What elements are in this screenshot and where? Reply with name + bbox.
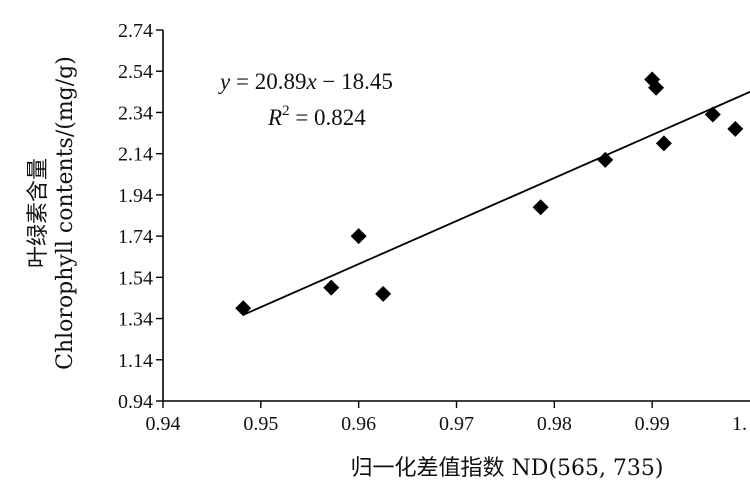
data-point — [704, 106, 721, 123]
x-tick-label: 0.94 — [146, 413, 181, 435]
x-tick-label: 0.98 — [537, 413, 572, 435]
x-tick-label: 1. — [732, 413, 747, 435]
data-point — [655, 135, 672, 152]
y-tick-label: 0.94 — [118, 391, 153, 413]
x-tick-label: 0.97 — [439, 413, 474, 435]
y-tick-label: 1.54 — [118, 267, 153, 289]
y-tick-label: 1.74 — [118, 226, 153, 248]
data-point — [323, 279, 340, 296]
x-axis-ticks: 0.94 0.95 0.96 0.97 0.98 0.99 1. — [146, 401, 747, 435]
data-point — [375, 285, 392, 302]
y-tick-label: 1.34 — [118, 309, 153, 331]
data-point — [597, 151, 614, 168]
x-tick-label: 0.95 — [243, 413, 278, 435]
y-tick-label: 1.94 — [118, 185, 153, 207]
y-tick-label: 2.14 — [118, 144, 153, 166]
data-point — [350, 228, 367, 245]
x-axis-title: 归一化差值指数 ND(565, 735) — [350, 456, 663, 481]
data-point — [235, 300, 252, 317]
regression-line — [242, 91, 750, 316]
x-tick-label: 0.99 — [635, 413, 670, 435]
y-axis-title-line1: 叶绿素含量 — [26, 158, 51, 268]
regression-equation: y = 20.89x − 18.45 — [218, 69, 393, 94]
data-point — [532, 199, 549, 216]
y-tick-label: 2.34 — [118, 102, 153, 124]
r-squared-label: R2 = 0.824 — [267, 103, 366, 130]
x-tick-label: 0.96 — [341, 413, 376, 435]
y-tick-label: 2.74 — [118, 20, 153, 42]
data-point — [727, 120, 744, 137]
regression-line-group — [242, 91, 750, 316]
data-points — [235, 71, 744, 317]
y-tick-label: 2.54 — [118, 61, 153, 83]
data-point — [648, 79, 665, 96]
y-axis-title-line2: Chlorophyll contents/(mg/g) — [53, 56, 78, 370]
y-tick-label: 1.14 — [118, 350, 153, 372]
y-axis-ticks: 0.94 1.14 1.34 1.54 1.74 1.94 2.14 2.34 2.54 2.74 — [118, 20, 163, 413]
